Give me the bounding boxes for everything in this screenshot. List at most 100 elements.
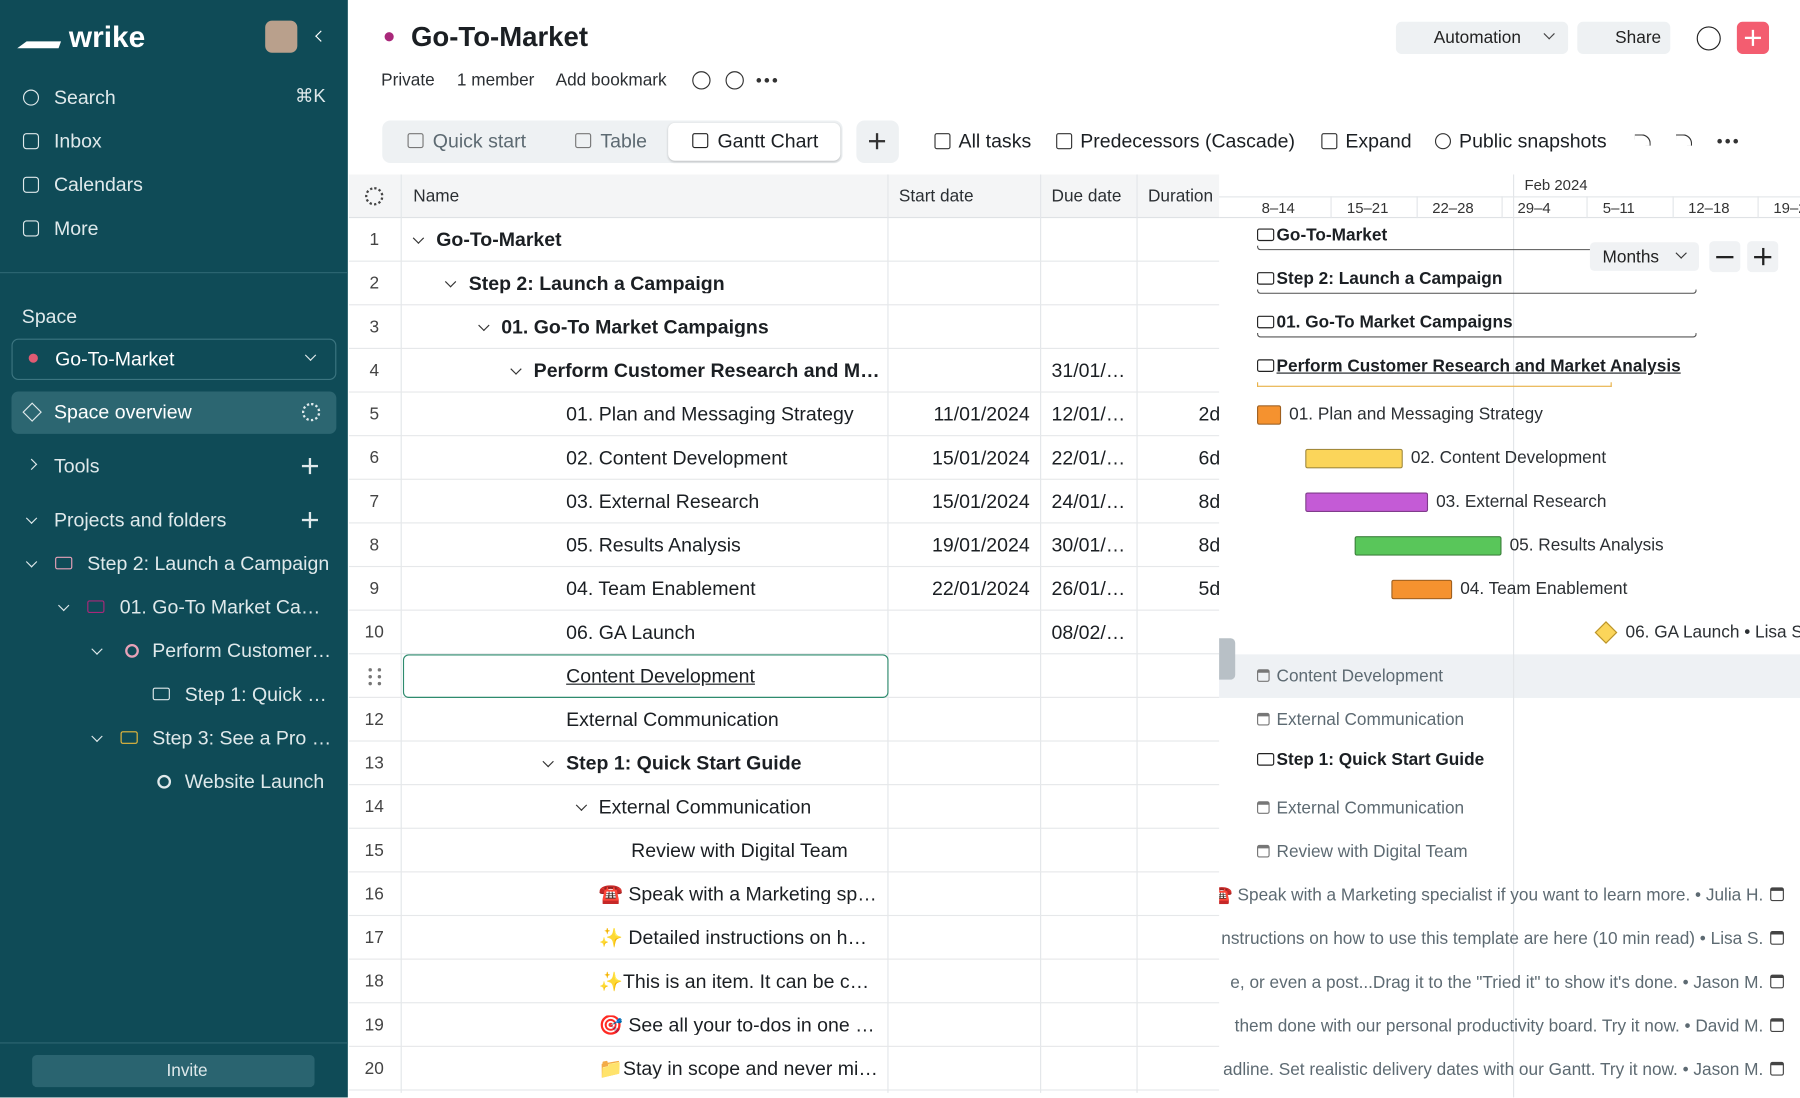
row-border (348, 1089, 1220, 1091)
gantt-bar[interactable] (1391, 579, 1453, 600)
automation[interactable]: Automation (1433, 28, 1521, 48)
help[interactable] (1696, 26, 1721, 51)
gantt-bar[interactable] (1354, 536, 1502, 556)
gantt-note[interactable]: ☎️ Speak with a Marketing specialist if … (1219, 885, 1764, 906)
duration: 8d (1198, 535, 1220, 556)
column-border (1136, 174, 1138, 1093)
meta-icon[interactable] (725, 71, 744, 90)
task-name[interactable]: Go-To-Market (436, 230, 562, 250)
start-date: 11/01/2024 (933, 403, 1030, 426)
task-name[interactable]: Step 1: Quick Start Guide (566, 753, 802, 774)
tool-icon (1321, 133, 1338, 150)
gantt-group[interactable]: Step 1: Quick Start Guide (1276, 750, 1485, 770)
row-number: 9 (369, 579, 380, 599)
row-border (348, 914, 1220, 917)
tree-item[interactable]: 01. Go-To Market Ca… (119, 596, 321, 619)
tab[interactable]: Table (600, 130, 648, 153)
gantt-task[interactable]: Review with Digital Team (1276, 842, 1468, 862)
tab-icon (575, 133, 592, 149)
folder-icon (55, 556, 73, 570)
nav-icon (22, 176, 40, 193)
task-name[interactable]: Content Development (566, 666, 755, 686)
nav-item[interactable]: Calendars (53, 173, 143, 196)
automation-btn[interactable] (1395, 21, 1569, 54)
tree-item[interactable]: Perform Customer… (152, 639, 332, 662)
tree-item[interactable]: Step 3: See a Pro … (152, 727, 332, 750)
gear[interactable] (365, 187, 384, 206)
task-name[interactable]: Perform Customer Research and M… (533, 361, 880, 381)
nav-item[interactable]: Inbox (53, 130, 102, 153)
tree-item[interactable]: Step 1: Quick … (184, 683, 327, 706)
task-name[interactable]: Step 2: Launch a Campaign (468, 273, 725, 294)
space-name[interactable]: Go-To-Market (55, 348, 175, 371)
zoom[interactable]: Months (1602, 247, 1660, 267)
gantt-bar[interactable] (1257, 405, 1282, 425)
selected-cell[interactable] (402, 654, 889, 698)
projects-heading[interactable]: Projects and folders (53, 509, 227, 531)
gantt-group[interactable]: Go-To-Market (1276, 225, 1388, 246)
tools[interactable]: Tools (53, 455, 100, 477)
row-number: 1 (369, 230, 380, 250)
meta-item: Private (381, 70, 435, 91)
month: Feb 2024 (1524, 176, 1588, 194)
task-name[interactable]: 03. External Research (566, 491, 760, 512)
gantt-note[interactable]: adline. Set realistic delivery dates wit… (1223, 1060, 1764, 1080)
tab[interactable]: Gantt Chart (717, 130, 819, 153)
gantt-group[interactable]: 01. Go-To Market Campaigns (1276, 312, 1513, 333)
row-number: 2 (369, 273, 380, 294)
share-btn[interactable] (1577, 21, 1671, 54)
task-name[interactable]: 05. Results Analysis (566, 535, 741, 556)
milestone[interactable] (1594, 621, 1618, 644)
task-name[interactable]: External Communication (598, 797, 812, 817)
zoom-select[interactable] (1589, 242, 1699, 271)
toolbar-item[interactable]: Public snapshots (1459, 130, 1607, 153)
task-name[interactable]: ✨ Detailed instructions on h… (598, 928, 868, 948)
gantt-task[interactable]: Content Development (1276, 666, 1444, 686)
task-name[interactable]: External Communication (566, 710, 779, 730)
task-name[interactable]: ✨This is an item. It can be c… (598, 971, 870, 992)
undo-icon[interactable] (1634, 134, 1651, 146)
space-overview-bg[interactable] (11, 391, 337, 434)
toolbar-item[interactable]: All tasks (958, 130, 1032, 153)
gantt-group[interactable]: Step 2: Launch a Campaign (1276, 269, 1503, 289)
meta-icon[interactable] (692, 71, 711, 90)
toolbar-item[interactable]: Expand (1345, 130, 1412, 153)
task-name[interactable]: 01. Plan and Messaging Strategy (566, 404, 854, 425)
nav-item[interactable]: More (53, 217, 99, 240)
gantt-task[interactable]: External Communication (1276, 798, 1465, 818)
table-header (348, 174, 1220, 219)
task-name[interactable]: 02. Content Development (566, 448, 788, 468)
task-name[interactable]: 🎯 See all your to-dos in one … (598, 1015, 875, 1035)
calendar-icon (1257, 712, 1270, 726)
meta-item[interactable]: Add bookmark (555, 70, 667, 91)
gantt-bar[interactable] (1305, 448, 1403, 469)
invite-btn[interactable] (32, 1054, 315, 1088)
space-select[interactable] (11, 338, 337, 380)
tab[interactable]: Quick start (432, 130, 527, 153)
gantt-note[interactable]: nstructions on how to use this template … (1221, 929, 1764, 949)
task-name[interactable]: 📁Stay in scope and never mi… (598, 1058, 878, 1079)
folder-icon (1257, 359, 1275, 372)
task-name[interactable]: 04. Team Enablement (566, 579, 756, 599)
task-name[interactable]: 01. Go-To Market Campaigns (501, 317, 769, 337)
share[interactable]: Share (1615, 28, 1662, 48)
row-border (348, 565, 1220, 568)
nav-item[interactable]: Search (53, 86, 116, 109)
undo-icon[interactable] (1676, 134, 1693, 146)
task-name[interactable]: 06. GA Launch (566, 622, 696, 643)
gantt-note[interactable]: e, or even a post...Drag it to the "Trie… (1230, 972, 1764, 993)
task-name[interactable]: ☎️ Speak with a Marketing sp… (598, 884, 877, 905)
gantt-group[interactable]: Perform Customer Research and Market Ana… (1276, 356, 1681, 376)
invite[interactable]: Invite (166, 1061, 208, 1081)
task-name[interactable]: Review with Digital Team (631, 840, 848, 861)
column-header: Due date (1051, 186, 1122, 207)
gantt-note[interactable]: them done with our personal productivity… (1234, 1016, 1764, 1037)
toolbar-item[interactable]: Predecessors (Cascade) (1080, 130, 1295, 153)
calendar-icon (1257, 669, 1270, 682)
splitter[interactable] (1219, 638, 1236, 680)
gantt-bar[interactable] (1305, 492, 1429, 512)
space-overview[interactable]: Space overview (53, 401, 192, 424)
tree-item[interactable]: Step 2: Launch a Campaign (87, 552, 330, 575)
tree-item[interactable]: Website Launch (184, 770, 325, 793)
gantt-task[interactable]: External Communication (1276, 710, 1465, 730)
